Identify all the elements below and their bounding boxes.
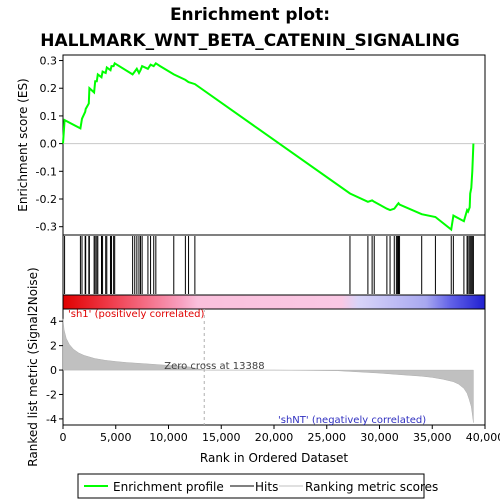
es-y-tick-label: -0.1 — [36, 165, 57, 178]
metric-y-ticks: 4 2 0 -2 -4 — [46, 315, 63, 426]
metric-y-tick-label: 0 — [50, 364, 57, 377]
x-tick-label: 10,000 — [149, 431, 188, 444]
x-tick-label: 30,000 — [360, 431, 399, 444]
zero-cross-label: Zero cross at 13388 — [164, 361, 264, 372]
metric-y-tick-label: -4 — [46, 413, 57, 426]
legend-metric-label: Ranking metric scores — [305, 480, 438, 494]
legend: Enrichment profile Hits Ranking metric s… — [77, 473, 438, 499]
rank-color-bar — [62, 294, 486, 310]
es-y-ticks: 0.3 0.2 0.1 0.0 -0.1 -0.2 -0.3 — [36, 55, 63, 234]
x-tick-label: 40,000 — [466, 431, 500, 444]
es-panel-frame — [62, 54, 486, 236]
negative-correlation-label: 'shNT' (negatively correlated) — [278, 415, 426, 426]
x-tick-label: 15,000 — [202, 431, 241, 444]
x-axis-label: Rank in Ordered Dataset — [200, 451, 348, 465]
ranking-metric-area — [62, 318, 474, 423]
metric-panel: Zero cross at 13388 'sh1' (positively co… — [26, 267, 500, 466]
es-y-tick-label: -0.2 — [36, 193, 57, 206]
x-tick-label: 20,000 — [255, 431, 294, 444]
hits-panel — [62, 234, 486, 296]
legend-enrichment-label: Enrichment profile — [113, 480, 224, 494]
es-y-tick-label: 0.0 — [40, 138, 58, 151]
metric-x-ticks: 0 5,000 10,000 15,000 20,000 25,000 30,000 35,0… — [60, 425, 500, 444]
hits-panel-frame — [62, 234, 486, 296]
es-y-tick-label: 0.1 — [40, 110, 58, 123]
legend-hits-label: Hits — [255, 480, 278, 494]
chart-title-line1: Enrichment plot: — [170, 5, 330, 25]
x-tick-label: 5,000 — [100, 431, 132, 444]
es-y-tick-label: 0.3 — [40, 55, 58, 68]
x-tick-label: 25,000 — [308, 431, 347, 444]
metric-y-axis-label: Ranked list metric (Signal2Noise) — [26, 267, 40, 466]
metric-y-tick-label: -2 — [46, 388, 57, 401]
enrichment-profile-line — [62, 61, 475, 232]
positive-correlation-label: 'sh1' (positively correlated) — [68, 309, 205, 320]
es-y-axis-label: Enrichment score (ES) — [16, 78, 30, 211]
es-y-tick-label: -0.3 — [36, 221, 57, 234]
es-panel: 0.3 0.2 0.1 0.0 -0.1 -0.2 -0.3 Enrichment scor… — [16, 54, 486, 236]
es-y-tick-label: 0.2 — [40, 82, 58, 95]
chart-title-line2: HALLMARK_WNT_BETA_CATENIN_SIGNALING — [40, 31, 460, 51]
x-tick-label: 35,000 — [413, 431, 452, 444]
metric-y-tick-label: 4 — [50, 315, 57, 328]
x-tick-label: 0 — [60, 431, 67, 444]
metric-y-tick-label: 2 — [50, 340, 57, 353]
hit-lines — [64, 236, 474, 294]
